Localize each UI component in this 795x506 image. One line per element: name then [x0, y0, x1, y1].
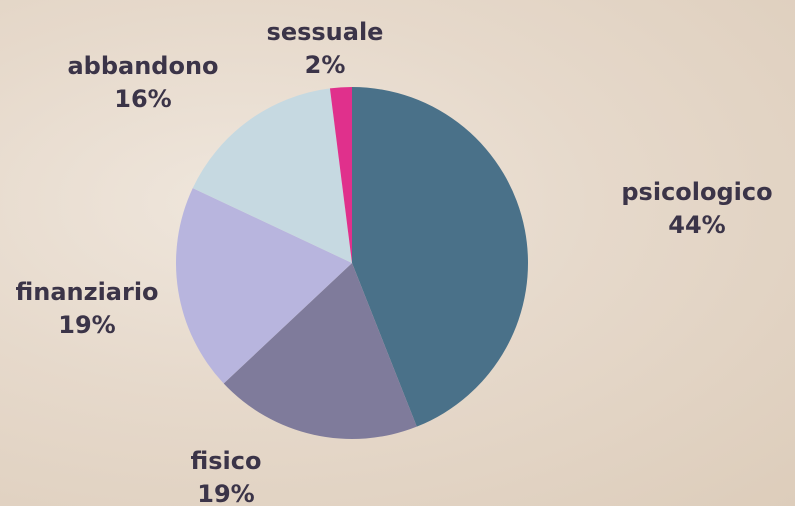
slice-value-label: 44%: [668, 211, 725, 239]
slice-value-label: 16%: [114, 85, 171, 113]
slice-label: sessuale: [267, 18, 384, 46]
chart: psicologico 44% fisico 19% finanziario 19% abb…: [0, 0, 795, 506]
slice-label: finanziario: [15, 278, 158, 306]
slice-value-label: 2%: [305, 51, 346, 79]
slice-label: abbandono: [67, 52, 218, 80]
slice-label: psicologico: [621, 178, 772, 206]
slice-label: fisico: [190, 447, 261, 475]
slice-value-label: 19%: [58, 311, 115, 339]
slide: psicologico 44% fisico 19% finanziario 19% abb…: [0, 0, 795, 506]
slice-value-label: 19%: [197, 480, 254, 506]
